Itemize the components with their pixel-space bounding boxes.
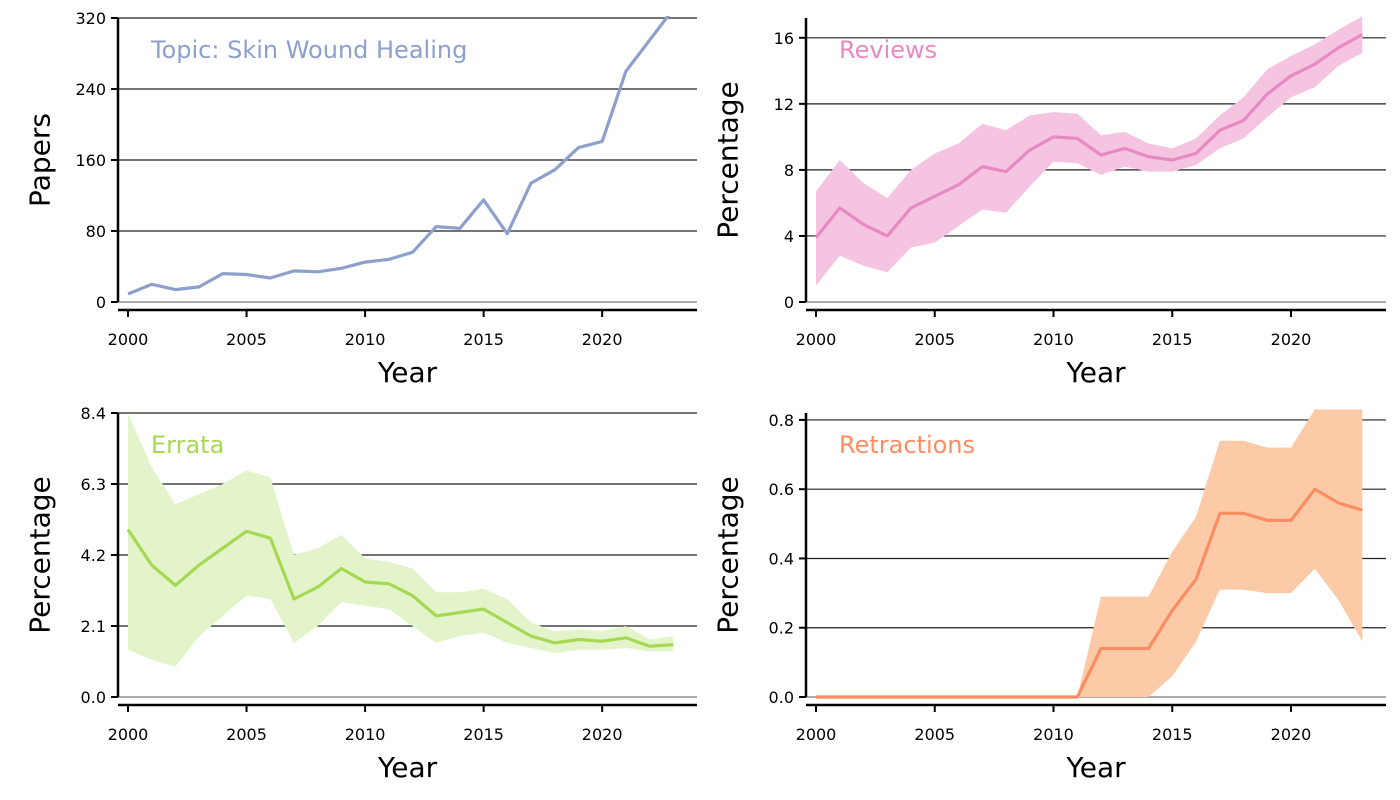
y-tick-label: 12 <box>774 95 794 114</box>
series-line <box>814 33 1364 239</box>
confidence-band <box>816 409 1363 697</box>
y-axis-title: Papers <box>24 113 57 207</box>
x-axis-title: Year <box>1065 751 1126 784</box>
x-tick-label: 2020 <box>582 725 623 744</box>
panel-label: Topic: Skin Wound Healing <box>150 36 467 64</box>
y-tick-label: 0.8 <box>769 411 794 430</box>
y-tick-label: 4 <box>784 227 794 246</box>
x-tick-label: 2020 <box>1271 330 1312 349</box>
x-tick-label: 2005 <box>914 725 955 744</box>
confidence-band <box>816 16 1363 286</box>
y-tick-label: 6.3 <box>81 475 106 494</box>
series-line <box>126 528 674 648</box>
y-tick-label: 2.1 <box>81 617 106 636</box>
chart-panel-4: 0.0 0.2 0.4 0.6 0.8 2000 2005 2010 2015 2020 Year P… <box>712 409 1386 784</box>
x-axis-title: Year <box>377 356 438 389</box>
x-tick-label: 2000 <box>796 330 837 349</box>
x-tick-label: 2010 <box>345 725 386 744</box>
x-tick-label: 2015 <box>1152 725 1193 744</box>
series-line <box>127 16 671 296</box>
x-tick-label: 2005 <box>226 330 267 349</box>
y-axis-title: Percentage <box>712 476 745 634</box>
panel-label: Errata <box>151 431 224 459</box>
y-tick-label: 0.6 <box>769 480 794 499</box>
x-tick-label: 2020 <box>1271 725 1312 744</box>
y-tick-label: 0.0 <box>769 688 794 707</box>
y-tick-label: 0.0 <box>81 688 106 707</box>
y-tick-label: 16 <box>774 29 794 48</box>
y-tick-label: 240 <box>75 80 106 99</box>
x-tick-label: 2010 <box>1033 725 1074 744</box>
x-tick-label: 2015 <box>463 330 504 349</box>
panel-label: Retractions <box>839 431 975 459</box>
chart-panel-2: 0 4 8 12 16 2000 2005 2010 2015 2020 Year Percentag… <box>712 16 1386 389</box>
x-axis-title: Year <box>1065 356 1126 389</box>
y-tick-label: 0 <box>96 293 106 312</box>
x-tick-label: 2010 <box>1033 330 1074 349</box>
y-tick-label: 320 <box>75 9 106 28</box>
y-axis-title: Percentage <box>712 81 745 239</box>
y-tick-label: 8 <box>784 161 794 180</box>
y-tick-label: 160 <box>75 151 106 170</box>
chart-panel-3: 0.0 2.1 4.2 6.3 8.4 2000 2005 2010 2015 2020 Year P… <box>24 404 697 784</box>
x-tick-label: 2010 <box>345 330 386 349</box>
chart-panel-1: 0 80 160 240 320 2000 2005 2010 2015 2020 Year Pape… <box>24 9 697 389</box>
y-axis-title: Percentage <box>24 476 57 634</box>
y-tick-label: 0.4 <box>769 549 794 568</box>
y-tick-label: 0.2 <box>769 619 794 638</box>
x-tick-label: 2005 <box>914 330 955 349</box>
y-tick-label: 4.2 <box>81 546 106 565</box>
x-tick-label: 2000 <box>108 725 149 744</box>
series-line <box>816 487 1363 699</box>
x-tick-label: 2015 <box>463 725 504 744</box>
confidence-band <box>128 413 674 667</box>
panel-label: Reviews <box>839 36 937 64</box>
y-tick-label: 0 <box>784 293 794 312</box>
x-tick-label: 2020 <box>582 330 623 349</box>
x-axis-title: Year <box>377 751 438 784</box>
y-tick-label: 80 <box>86 222 106 241</box>
x-tick-label: 2015 <box>1152 330 1193 349</box>
y-tick-label: 8.4 <box>81 404 106 423</box>
x-tick-label: 2000 <box>796 725 837 744</box>
x-tick-label: 2000 <box>108 330 149 349</box>
x-tick-label: 2005 <box>226 725 267 744</box>
